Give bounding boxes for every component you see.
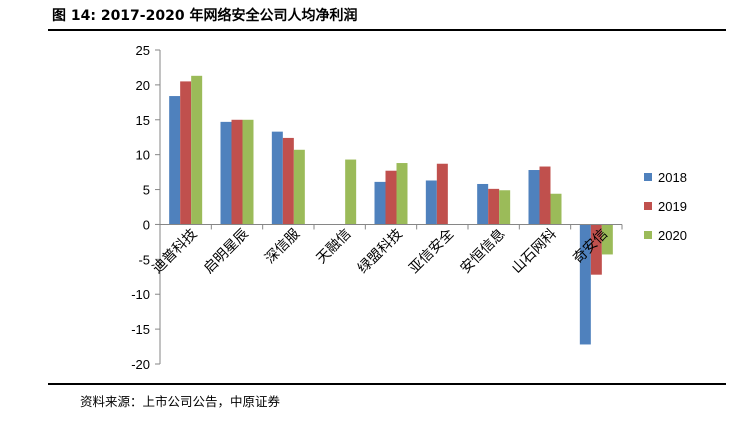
legend-label: 2018 bbox=[658, 170, 687, 185]
title-rule bbox=[48, 29, 726, 31]
bar bbox=[191, 75, 203, 225]
legend-swatch bbox=[644, 202, 652, 210]
bar bbox=[220, 121, 232, 225]
bar bbox=[345, 159, 357, 225]
bar bbox=[180, 81, 192, 225]
bar bbox=[374, 181, 386, 225]
figure-title: 图 14: 2017-2020 年网络安全公司人均净利润 bbox=[52, 8, 358, 24]
bar bbox=[488, 188, 500, 225]
y-tick-label: -20 bbox=[131, 357, 150, 372]
y-tick-label: -15 bbox=[131, 322, 150, 337]
y-tick-label: -5 bbox=[138, 252, 150, 267]
bar bbox=[436, 163, 448, 225]
bar bbox=[231, 119, 243, 225]
bar bbox=[169, 96, 181, 225]
x-category-label: 绿盟科技 bbox=[355, 226, 406, 277]
y-tick-label: 25 bbox=[136, 43, 150, 58]
y-tick-label: 0 bbox=[143, 217, 150, 232]
x-category-label: 亚信安全 bbox=[406, 225, 458, 277]
bar bbox=[499, 190, 511, 225]
y-axis: 25 20 15 10 5 0 -5 -10 -15 -20 bbox=[131, 43, 161, 372]
bar bbox=[396, 163, 408, 225]
legend-label: 2020 bbox=[658, 228, 687, 243]
y-tick-label: 20 bbox=[136, 78, 150, 93]
legend-label: 2019 bbox=[658, 199, 687, 214]
x-category-label: 山石网科 bbox=[509, 226, 560, 277]
legend-swatch bbox=[644, 173, 652, 181]
bar bbox=[242, 119, 254, 225]
x-axis: 迪普科技 启明星辰 深信服 天融信 绿盟科技 亚信安全 安恒信息 山石网科 奇安信 bbox=[150, 223, 623, 277]
bars bbox=[169, 75, 613, 345]
bar bbox=[425, 180, 437, 225]
bar bbox=[477, 183, 489, 225]
bar bbox=[528, 170, 540, 225]
legend-swatch bbox=[644, 231, 652, 239]
y-tick-label: 10 bbox=[136, 148, 150, 163]
y-tick-label: 5 bbox=[143, 183, 150, 198]
bar bbox=[271, 131, 283, 225]
x-category-label: 深信服 bbox=[262, 226, 303, 267]
source-note: 资料来源：上市公司公告，中原证券 bbox=[80, 394, 281, 409]
legend: 2018 2019 2020 bbox=[644, 170, 687, 243]
y-tick-label: 15 bbox=[136, 113, 150, 128]
bar bbox=[579, 224, 591, 345]
x-category-label: 安恒信息 bbox=[457, 225, 509, 277]
bar bbox=[293, 149, 305, 225]
bar bbox=[385, 170, 397, 225]
bottom-rule bbox=[48, 383, 726, 385]
bar bbox=[550, 193, 562, 225]
bar bbox=[539, 166, 551, 225]
bar bbox=[601, 224, 613, 255]
bar bbox=[282, 137, 294, 225]
bar bbox=[590, 224, 602, 275]
x-category-label: 启明星辰 bbox=[201, 226, 252, 277]
x-category-label: 天融信 bbox=[313, 226, 354, 267]
y-tick-label: -10 bbox=[131, 287, 150, 302]
x-category-label: 迪普科技 bbox=[150, 226, 201, 277]
